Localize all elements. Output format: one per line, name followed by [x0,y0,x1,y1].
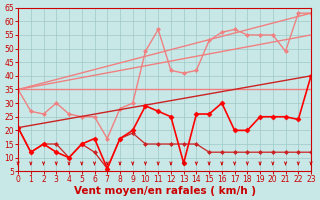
X-axis label: Vent moyen/en rafales ( km/h ): Vent moyen/en rafales ( km/h ) [74,186,256,196]
